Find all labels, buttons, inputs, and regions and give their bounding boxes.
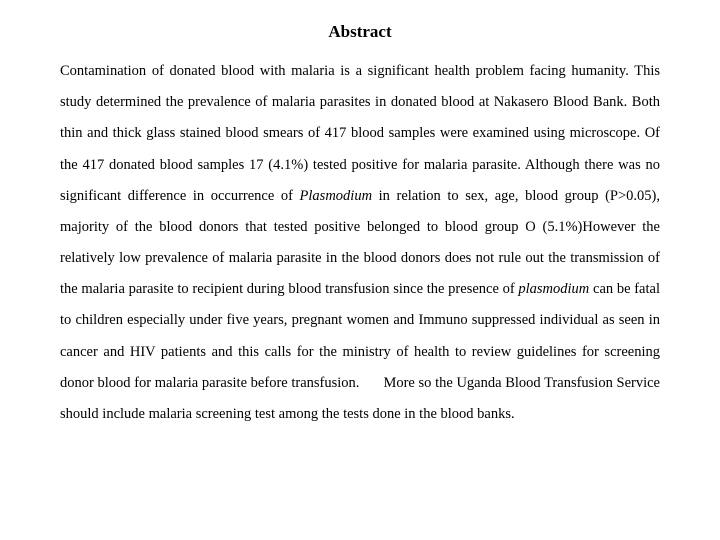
- abstract-title: Abstract: [60, 22, 660, 42]
- italic-term-plasmodium: Plasmodium: [300, 188, 373, 204]
- italic-term-plasmodium-lc: plasmodium: [518, 281, 589, 297]
- text-run: Contamination of donated blood with mala…: [60, 63, 660, 204]
- document-page: Abstract Contamination of donated blood …: [0, 0, 720, 540]
- abstract-body: Contamination of donated blood with mala…: [60, 56, 660, 430]
